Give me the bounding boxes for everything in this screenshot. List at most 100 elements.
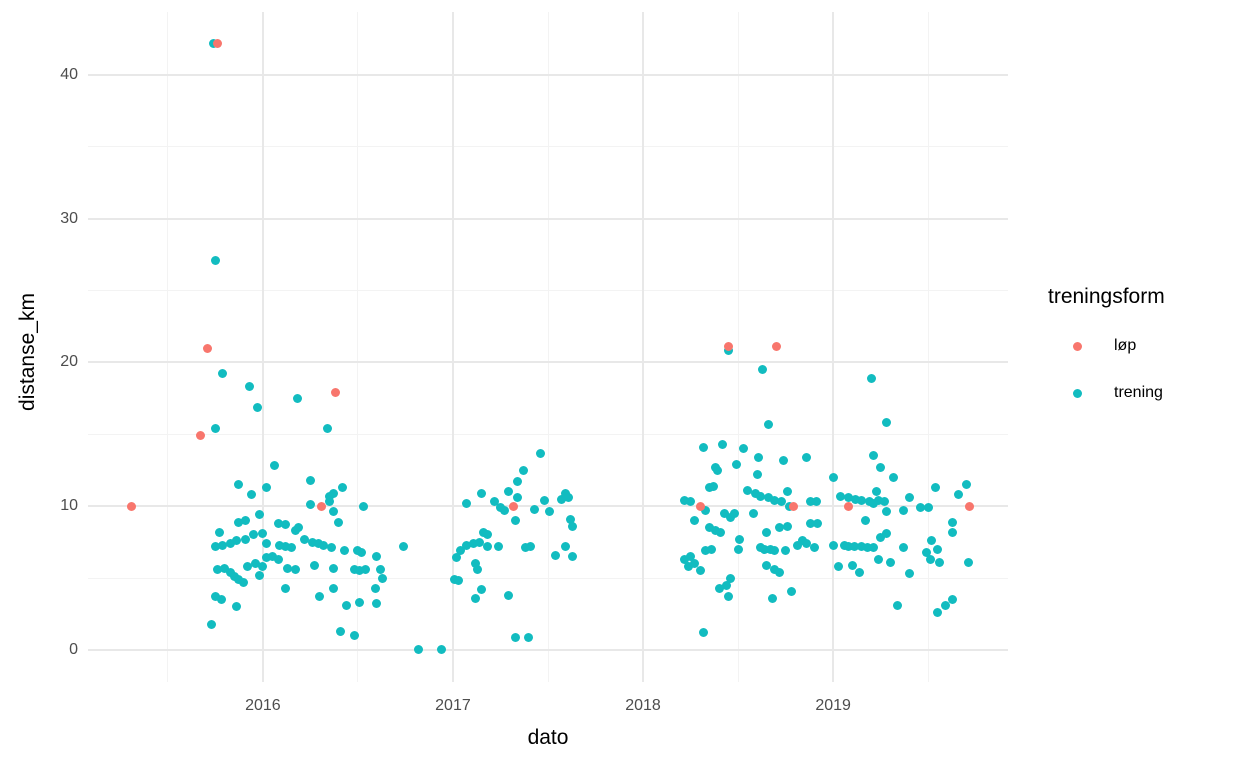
data-point-trening [680,554,690,564]
data-point-trening [925,554,935,564]
data-point-trening [530,504,540,514]
y-major-gridline [88,648,1008,651]
data-point-trening [752,470,762,480]
x-major-gridline [642,12,645,682]
data-point-trening [482,541,492,551]
data-point-trening [461,498,471,508]
data-point-løp [695,501,705,511]
data-point-trening [686,497,696,507]
data-point-trening [927,536,937,546]
x-minor-gridline [737,12,739,682]
data-point-trening [212,564,222,574]
data-point-trening [511,632,521,642]
data-point-trening [220,563,230,573]
data-point-trening [258,529,268,538]
data-point-trening [281,541,291,551]
data-point-trening [372,599,382,609]
legend-item-label: trening [1114,384,1163,401]
data-point-trening [762,527,772,537]
data-point-trening [769,546,779,556]
data-point-trening [241,516,251,526]
data-point-trening [750,488,760,498]
data-point-trening [701,546,711,556]
data-point-trening [568,521,578,531]
data-point-trening [340,546,350,556]
data-point-trening [881,529,891,538]
data-point-trening [214,527,224,537]
data-point-løp [724,342,734,352]
data-point-trening [935,557,945,567]
data-point-trening [283,563,293,573]
x-axis-tick-label: 2019 [815,697,851,714]
data-point-trening [326,543,336,553]
data-point-trening [454,576,464,586]
data-point-trening [684,562,694,572]
data-point-trening [233,480,243,490]
data-point-trening [686,552,696,561]
data-point-trening [689,559,699,569]
data-point-trening [313,539,323,549]
data-point-løp [788,501,798,511]
data-point-trening [767,593,777,603]
data-point-trening [783,487,792,497]
data-point-trening [248,530,258,540]
legend-key-dot [1073,342,1082,351]
data-point-trening [499,506,509,515]
data-point-trening [828,472,838,482]
data-point-trening [720,508,730,518]
data-point-trening [210,592,220,602]
legend-item-label: løp [1114,337,1137,354]
data-point-trening [933,544,943,554]
data-point-trening [857,495,867,505]
data-point-trening [725,573,735,583]
data-point-trening [275,540,285,550]
data-point-trening [963,557,973,567]
y-axis-tick-label: 30 [60,209,78,227]
legend: treningsform løp trening [1040,0,1248,768]
data-point-løp [212,38,222,48]
data-point-trening [889,472,899,482]
data-point-trening [372,552,382,561]
data-point-trening [231,602,241,612]
data-point-trening [258,562,268,572]
data-point-trening [923,503,933,513]
data-point-trening [357,547,367,557]
data-point-trening [954,490,964,500]
data-point-trening [948,517,958,527]
data-point-trening [494,541,504,551]
data-point-trening [518,465,528,475]
data-point-trening [775,567,785,577]
data-point-trening [292,393,302,403]
data-point-trening [762,560,772,570]
x-axis-tick-label: 2016 [245,697,281,714]
data-point-trening [551,550,561,560]
data-point-trening [931,483,941,492]
data-point-trening [254,510,264,520]
data-point-trening [545,507,555,517]
data-point-trening [328,507,338,517]
data-point-trening [475,537,485,547]
data-point-trening [881,507,891,517]
data-point-trening [708,481,718,491]
data-point-trening [874,495,884,505]
data-point-trening [262,539,272,549]
data-point-trening [866,373,876,383]
data-point-løp [317,501,327,511]
data-point-trening [267,552,277,561]
data-point-trening [526,541,536,551]
data-point-trening [560,541,570,551]
data-point-trening [855,567,865,577]
y-major-gridline [88,73,1008,76]
data-point-trening [843,541,853,551]
data-point-trening [218,540,228,550]
data-point-løp [771,342,781,352]
data-point-trening [805,518,815,528]
data-point-trening [699,628,709,638]
data-point-løp [965,501,975,511]
data-point-trening [328,563,338,573]
data-point-trening [851,494,861,504]
data-point-trening [722,580,732,590]
data-point-trening [763,493,773,503]
x-minor-gridline [927,12,929,682]
data-point-trening [262,553,272,563]
